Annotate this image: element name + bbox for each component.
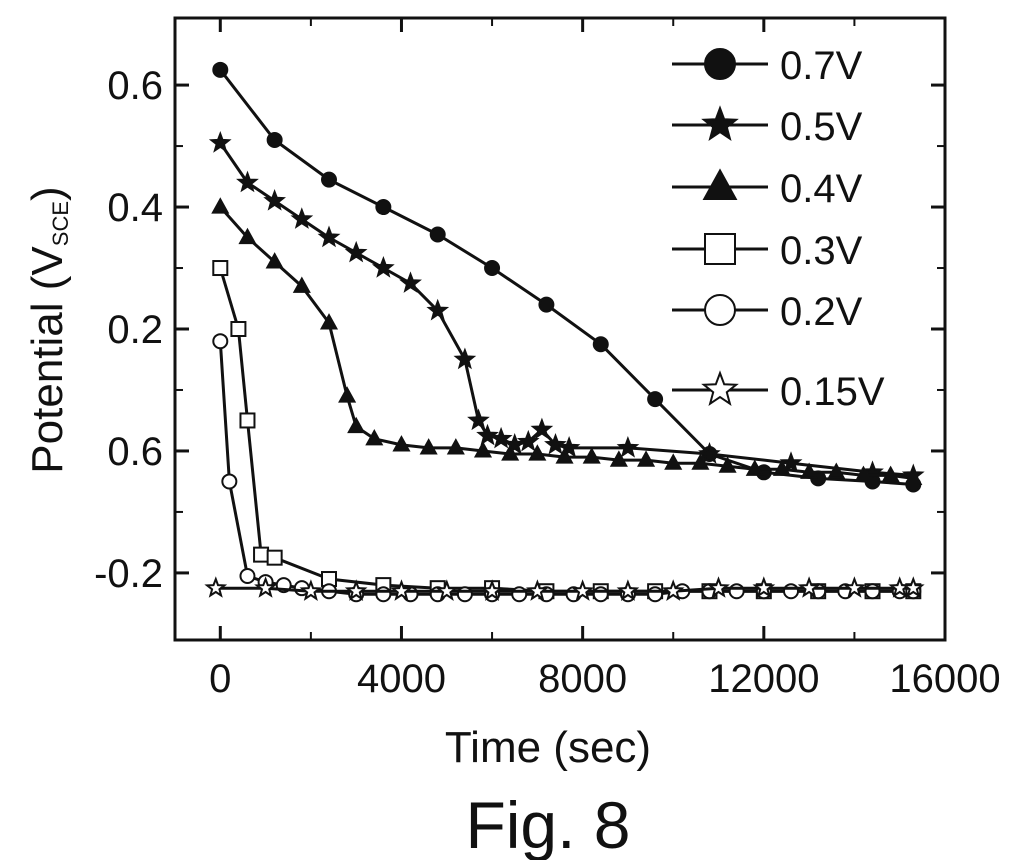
y-tick-label: 0.4 xyxy=(107,186,163,230)
data-point xyxy=(213,334,227,348)
data-point xyxy=(367,431,382,444)
data-point xyxy=(212,134,229,151)
legend-label: 0.2V xyxy=(780,290,863,334)
data-point xyxy=(340,388,355,401)
legend-label: 0.4V xyxy=(780,167,863,211)
figure-caption: Fig. 8 xyxy=(465,788,630,860)
x-axis-title: Time (sec) xyxy=(445,723,651,772)
data-point xyxy=(213,261,227,275)
x-tick-label: 4000 xyxy=(357,657,446,701)
data-point xyxy=(619,439,636,456)
legend-entry: 0.2V xyxy=(672,290,863,334)
data-point xyxy=(784,584,798,598)
data-point xyxy=(512,587,526,601)
data-point xyxy=(254,548,268,562)
legend-entry: 0.7V xyxy=(672,44,863,88)
data-point xyxy=(240,569,254,583)
data-point xyxy=(866,584,880,598)
data-point xyxy=(268,133,282,147)
legend-marker xyxy=(705,234,735,264)
data-point xyxy=(648,392,662,406)
data-point xyxy=(207,579,224,595)
data-point xyxy=(458,587,472,601)
data-point xyxy=(431,227,445,241)
legend-marker xyxy=(704,108,736,139)
legend-entry: 0.3V xyxy=(672,229,863,273)
x-tick-label: 8000 xyxy=(538,657,627,701)
legend-marker xyxy=(705,49,735,79)
data-point xyxy=(231,322,245,336)
data-point xyxy=(349,419,364,432)
y-tick-label: 0.6 xyxy=(107,64,163,108)
y-tick-label: -0.2 xyxy=(94,552,163,596)
data-point xyxy=(594,587,608,601)
legend: 0.7V 0.5V 0.4V 0.3V 0.2V 0.15V xyxy=(672,44,885,414)
data-point xyxy=(456,350,473,367)
legend-label: 0.15V xyxy=(780,370,885,414)
data-point xyxy=(213,63,227,77)
data-point xyxy=(539,298,553,312)
data-point xyxy=(322,173,336,187)
data-point xyxy=(222,474,236,488)
y-tick-label: 0.6 xyxy=(107,430,163,474)
legend-label: 0.3V xyxy=(780,229,863,273)
data-point xyxy=(213,199,228,212)
legend-marker xyxy=(705,295,735,325)
data-point xyxy=(648,587,662,601)
data-point xyxy=(268,551,282,565)
legend-label: 0.7V xyxy=(780,44,863,88)
legend-marker xyxy=(704,171,736,200)
legend-label: 0.5V xyxy=(780,105,863,149)
x-tick-label: 16000 xyxy=(889,657,1000,701)
y-axis-title: Potential (VSCE) xyxy=(23,186,73,473)
data-point xyxy=(470,411,487,427)
x-tick-label: 0 xyxy=(209,657,231,701)
legend-entry: 0.15V xyxy=(672,370,885,414)
legend-marker xyxy=(704,373,736,404)
data-point xyxy=(376,200,390,214)
data-point xyxy=(376,587,390,601)
data-point xyxy=(240,413,254,427)
data-point xyxy=(730,584,744,598)
data-point xyxy=(479,427,496,444)
x-tick-label: 12000 xyxy=(708,657,819,701)
legend-entry: 0.5V xyxy=(672,105,863,149)
y-tick-label: 0.2 xyxy=(107,308,163,352)
legend-entry: 0.4V xyxy=(672,167,863,211)
data-point xyxy=(594,337,608,351)
data-point xyxy=(485,261,499,275)
